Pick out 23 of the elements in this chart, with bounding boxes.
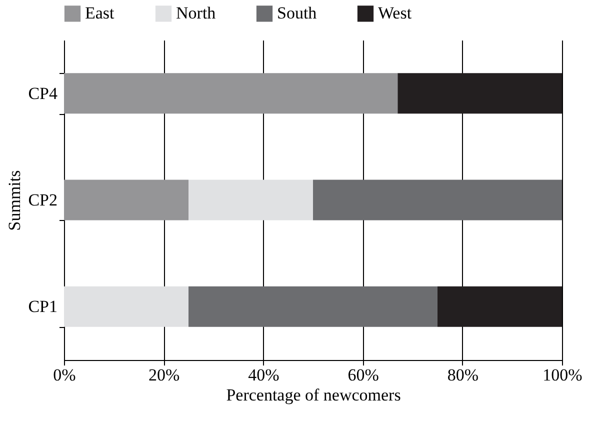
y-axis-title: Summits [5,170,24,231]
x-tick-label: 80% [447,366,478,384]
bar [188,286,438,327]
x-tick-label: 60% [348,366,379,384]
bar [188,180,313,220]
x-tick-label: 40% [248,366,280,384]
y-tick-label: CP2 [28,190,58,210]
bar [313,180,562,220]
y-tick-label: CP1 [28,297,58,316]
bar [438,286,562,327]
x-tick-label: 100% [542,366,582,384]
bar [398,73,562,114]
x-axis-title: Percentage of newcomers [226,386,401,404]
bar [64,286,188,327]
bar [64,73,398,114]
bar [64,180,188,220]
x-tick-label: 0% [53,366,76,384]
x-tick-label: 20% [148,366,180,384]
legend-label: West [378,4,412,23]
legend-label: East [85,4,115,23]
legend-label: South [277,4,318,23]
y-tick-label: CP4 [28,84,58,103]
legend-label: North [176,4,216,23]
